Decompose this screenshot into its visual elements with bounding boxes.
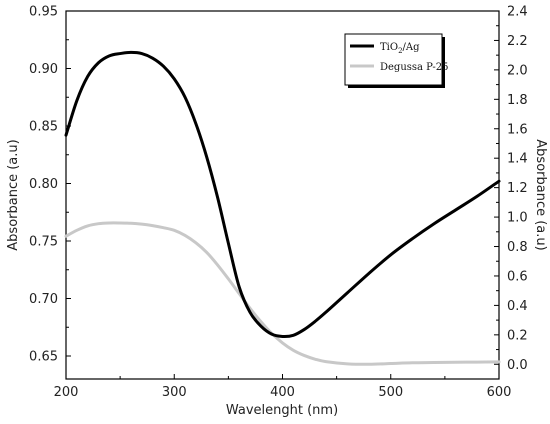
y-left-tick-label: 0.70 (29, 292, 58, 307)
y-axis-right: 0.0 0.2 0.4 0.6 0.8 1.0 1.2 1.4 1.6 1.8 2.0 2.2 2.4 (494, 5, 528, 373)
x-tick-label: 300 (162, 385, 187, 400)
y-left-tick-label: 0.65 (29, 350, 58, 365)
y-axis-left: 0.65 0.70 0.75 0.80 0.85 0.90 0.95 (29, 5, 71, 365)
x-tick-label: 500 (378, 385, 403, 400)
series-line-degussa-p25 (64, 221, 501, 366)
x-tick-label: 600 (487, 385, 512, 400)
y-right-tick-label: 1.0 (507, 211, 528, 226)
y-left-tick-label: 0.85 (29, 120, 58, 135)
y-right-tick-label: 0.6 (507, 269, 528, 284)
legend-label-degussa: Degussa P-25 (380, 62, 448, 73)
x-tick-label: 400 (270, 385, 295, 400)
x-axis: 200 300 400 500 600 (54, 374, 512, 400)
y-right-tick-label: 0.2 (507, 328, 528, 343)
y-left-tick-label: 0.90 (29, 62, 58, 77)
y-right-tick-label: 1.6 (507, 122, 528, 137)
legend-box (344, 33, 443, 86)
y-right-tick-label: 0.4 (507, 299, 528, 314)
y-right-tick-label: 0.0 (507, 358, 528, 373)
y-axis-left-title: Absorbance (a.u) (6, 139, 21, 250)
y-right-tick-label: 1.2 (507, 181, 528, 196)
y-right-tick-label: 1.8 (507, 93, 528, 108)
legend: TiO2/Ag Degussa P-25 (344, 33, 448, 88)
x-tick-label: 200 (54, 385, 79, 400)
y-right-tick-label: 2.0 (507, 63, 528, 78)
y-right-tick-label: 0.8 (507, 240, 528, 255)
y-right-tick-label: 1.4 (507, 152, 528, 167)
legend-label-tio2-ag: TiO2/Ag (380, 42, 420, 55)
y-axis-right-title: Absorbance (a.u) (533, 139, 548, 250)
y-right-tick-label: 2.2 (507, 34, 528, 49)
series-layer (64, 50, 501, 366)
y-right-tick-label: 2.4 (507, 5, 528, 20)
series-line-tio2-ag (64, 50, 501, 339)
y-left-tick-label: 0.95 (29, 5, 58, 20)
y-left-tick-label: 0.75 (29, 235, 58, 250)
y-left-tick-label: 0.80 (29, 177, 58, 192)
x-axis-title: Wavelenght (nm) (226, 403, 338, 418)
